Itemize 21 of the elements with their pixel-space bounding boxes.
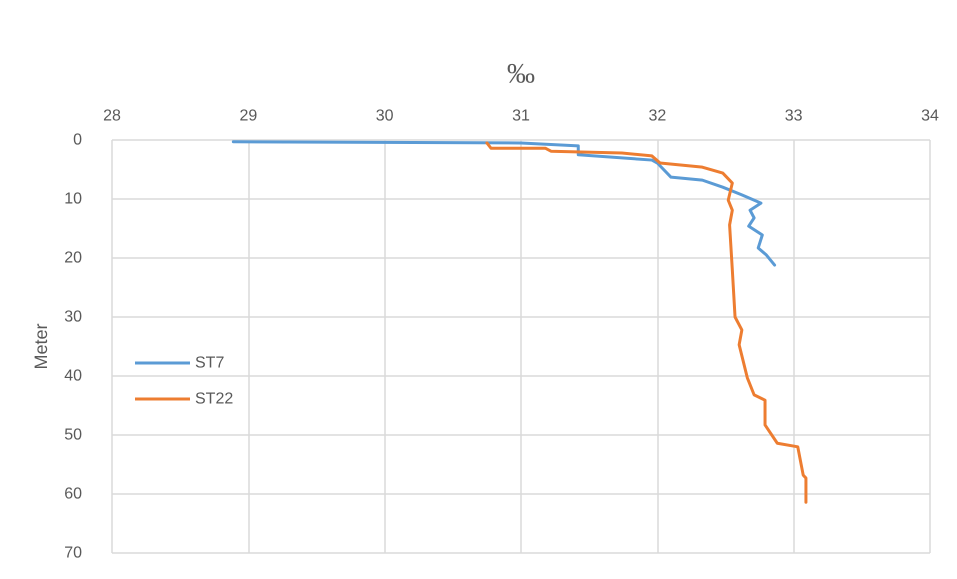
x-tick-label: 31 bbox=[512, 108, 530, 124]
legend-label: ST22 bbox=[195, 390, 234, 408]
x-tick-label: 29 bbox=[239, 108, 258, 124]
line-series bbox=[485, 141, 808, 504]
y-tick-label: 10 bbox=[64, 190, 82, 208]
y-tick-label: 20 bbox=[64, 250, 82, 266]
x-axis-title: ‰ bbox=[507, 58, 535, 90]
x-tick-label: 28 bbox=[103, 108, 121, 124]
y-tick-label: 0 bbox=[73, 132, 82, 148]
x-tick-label: 30 bbox=[376, 108, 394, 124]
y-tick-label: 30 bbox=[64, 308, 82, 326]
x-tick-label: 34 bbox=[921, 108, 939, 124]
y-tick-label: 40 bbox=[64, 368, 82, 384]
legend-label: ST7 bbox=[195, 354, 224, 372]
x-tick-label: 32 bbox=[648, 108, 666, 124]
y-axis-title: Meter bbox=[31, 323, 51, 370]
y-tick-label: 60 bbox=[64, 486, 82, 502]
y-tick-label: 70 bbox=[64, 544, 82, 562]
x-tick-label: 33 bbox=[784, 108, 803, 124]
y-tick-label: 50 bbox=[64, 426, 82, 444]
line-series bbox=[232, 140, 776, 267]
